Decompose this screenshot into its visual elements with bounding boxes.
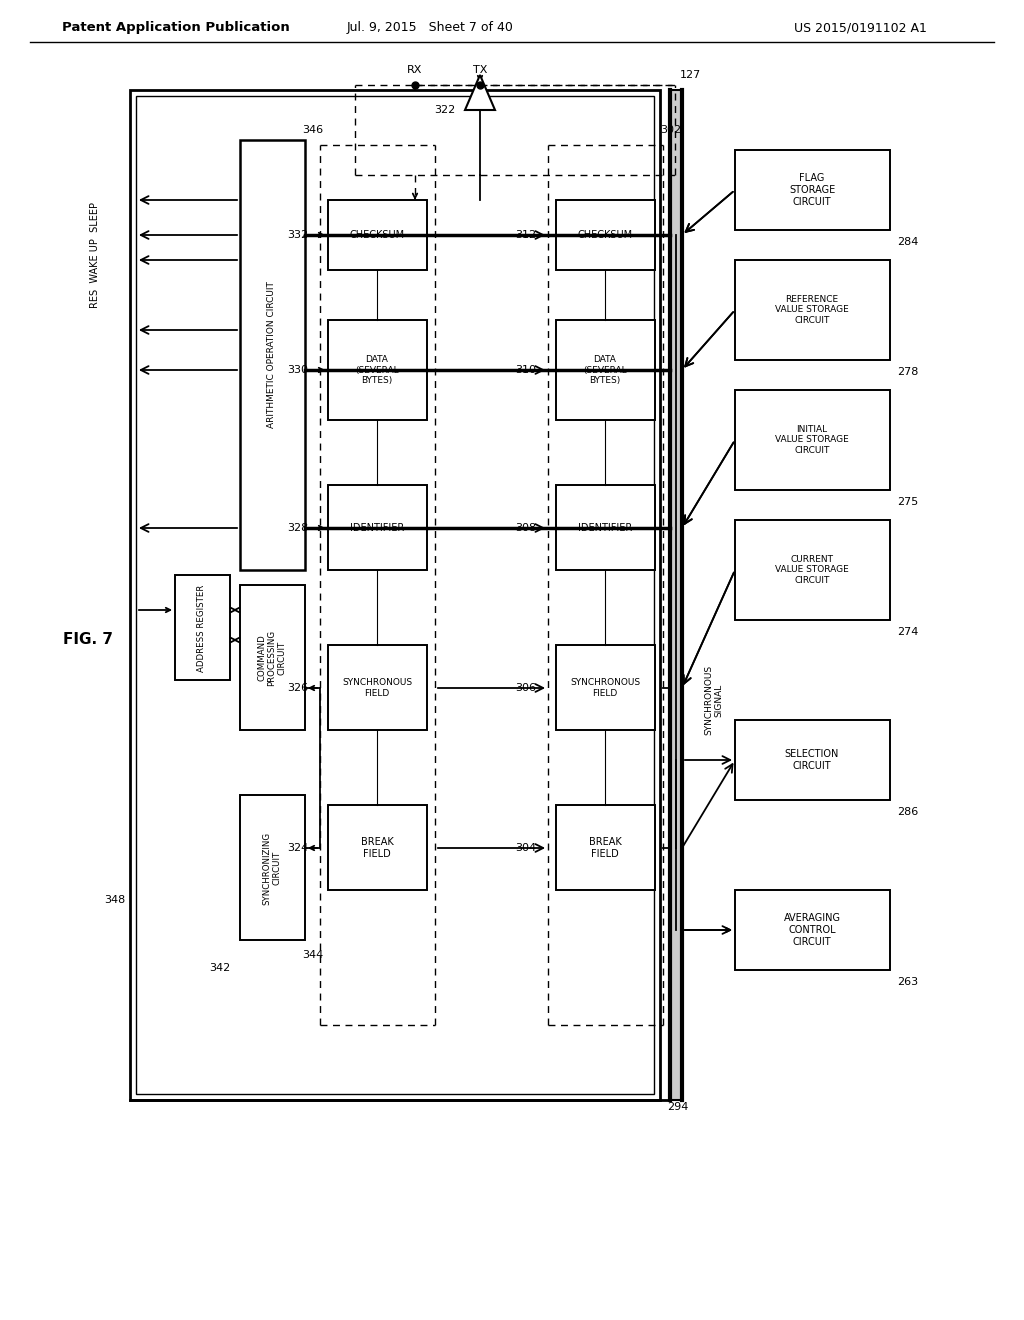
- Text: BREAK
FIELD: BREAK FIELD: [589, 837, 622, 859]
- Text: 263: 263: [897, 977, 919, 987]
- Text: ARITHMETIC OPERATION CIRCUIT: ARITHMETIC OPERATION CIRCUIT: [267, 281, 276, 429]
- Polygon shape: [465, 75, 495, 110]
- Bar: [735, 389, 890, 490]
- Text: CHECKSUM: CHECKSUM: [578, 230, 633, 240]
- Bar: [735, 150, 890, 230]
- Text: 278: 278: [897, 367, 919, 378]
- Bar: [556, 319, 655, 420]
- Bar: [735, 719, 890, 800]
- Text: Patent Application Publication: Patent Application Publication: [62, 21, 290, 34]
- Text: 332: 332: [288, 230, 308, 240]
- Bar: [240, 795, 305, 940]
- Text: BREAK
FIELD: BREAK FIELD: [360, 837, 393, 859]
- Bar: [175, 576, 230, 680]
- Text: 312: 312: [515, 230, 537, 240]
- Text: 304: 304: [515, 843, 537, 853]
- Text: IDENTIFIER: IDENTIFIER: [578, 523, 632, 533]
- Text: RES  WAKE UP  SLEEP: RES WAKE UP SLEEP: [90, 202, 100, 308]
- Text: 127: 127: [679, 70, 700, 81]
- Text: 326: 326: [288, 682, 308, 693]
- Bar: [328, 201, 427, 271]
- Bar: [735, 520, 890, 620]
- Bar: [328, 805, 427, 890]
- Text: 344: 344: [302, 950, 324, 960]
- Bar: [556, 805, 655, 890]
- Text: AVERAGING
CONTROL
CIRCUIT: AVERAGING CONTROL CIRCUIT: [783, 913, 841, 946]
- Text: SYNCHRONOUS
FIELD: SYNCHRONOUS FIELD: [570, 678, 640, 698]
- Text: TX: TX: [473, 65, 487, 75]
- Text: IDENTIFIER: IDENTIFIER: [350, 523, 404, 533]
- Bar: [556, 484, 655, 570]
- Bar: [735, 890, 890, 970]
- Bar: [240, 140, 305, 570]
- Text: DATA
(SEVERAL
BYTES): DATA (SEVERAL BYTES): [355, 355, 398, 385]
- Text: SYNCHRONOUS
FIELD: SYNCHRONOUS FIELD: [342, 678, 412, 698]
- Bar: [556, 201, 655, 271]
- Text: 302: 302: [660, 125, 682, 135]
- Bar: [735, 260, 890, 360]
- Text: 284: 284: [897, 238, 919, 247]
- Text: 328: 328: [288, 523, 308, 533]
- Text: ADDRESS REGISTER: ADDRESS REGISTER: [198, 585, 207, 672]
- Text: 348: 348: [104, 895, 126, 906]
- Text: RX: RX: [408, 65, 423, 75]
- Bar: [670, 90, 682, 1100]
- Text: 294: 294: [668, 1102, 689, 1111]
- Bar: [328, 484, 427, 570]
- Text: 306: 306: [515, 682, 537, 693]
- Text: 342: 342: [209, 964, 230, 973]
- Text: 310: 310: [515, 366, 537, 375]
- Text: INITIAL
VALUE STORAGE
CIRCUIT: INITIAL VALUE STORAGE CIRCUIT: [775, 425, 849, 455]
- Bar: [136, 96, 654, 1094]
- Text: CHECKSUM: CHECKSUM: [349, 230, 404, 240]
- Text: 346: 346: [302, 125, 324, 135]
- Bar: [130, 90, 660, 1100]
- Text: 322: 322: [434, 106, 456, 115]
- Text: 286: 286: [897, 807, 919, 817]
- Text: 324: 324: [288, 843, 308, 853]
- Text: US 2015/0191102 A1: US 2015/0191102 A1: [794, 21, 927, 34]
- Text: SYNCHRONOUS
SIGNAL: SYNCHRONOUS SIGNAL: [705, 665, 724, 735]
- Text: 330: 330: [288, 366, 308, 375]
- Text: SYNCHRONIZING
CIRCUIT: SYNCHRONIZING CIRCUIT: [262, 832, 282, 904]
- Bar: [328, 645, 427, 730]
- Text: CURRENT
VALUE STORAGE
CIRCUIT: CURRENT VALUE STORAGE CIRCUIT: [775, 556, 849, 585]
- Text: Jul. 9, 2015   Sheet 7 of 40: Jul. 9, 2015 Sheet 7 of 40: [346, 21, 513, 34]
- Bar: [556, 645, 655, 730]
- Text: FIG. 7: FIG. 7: [63, 632, 113, 648]
- Bar: [240, 585, 305, 730]
- Text: COMMAND
PROCESSING
CIRCUIT: COMMAND PROCESSING CIRCUIT: [257, 630, 287, 686]
- Text: SELECTION
CIRCUIT: SELECTION CIRCUIT: [784, 750, 840, 771]
- Text: FLAG
STORAGE
CIRCUIT: FLAG STORAGE CIRCUIT: [788, 173, 836, 207]
- Text: 308: 308: [515, 523, 537, 533]
- Text: DATA
(SEVERAL
BYTES): DATA (SEVERAL BYTES): [584, 355, 627, 385]
- Bar: [328, 319, 427, 420]
- Text: 275: 275: [897, 498, 919, 507]
- Text: REFERENCE
VALUE STORAGE
CIRCUIT: REFERENCE VALUE STORAGE CIRCUIT: [775, 296, 849, 325]
- Text: 274: 274: [897, 627, 919, 638]
